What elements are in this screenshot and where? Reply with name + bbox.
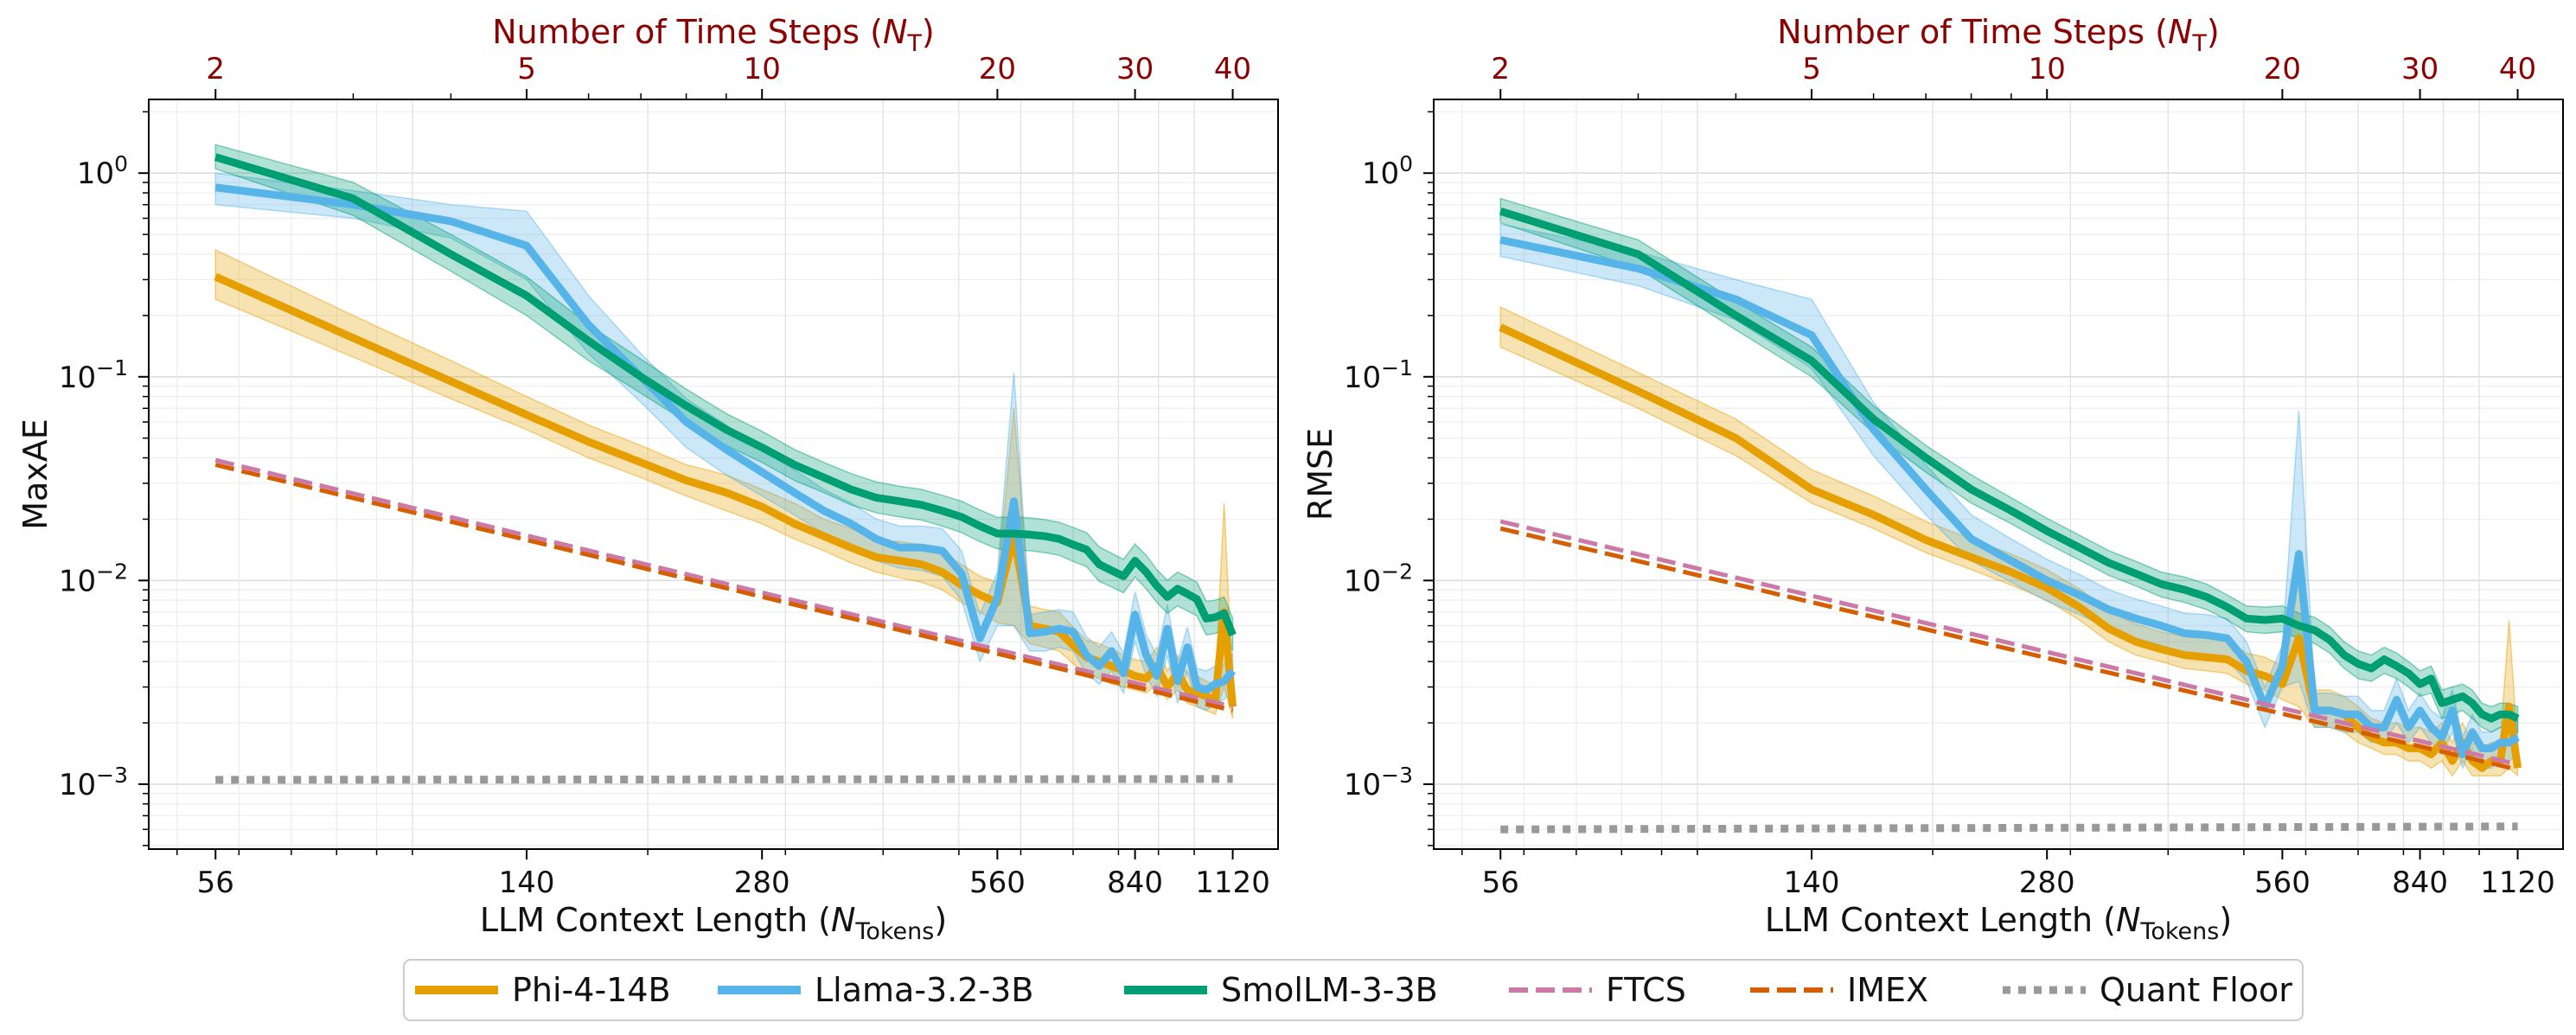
y-axis-title: MaxAE bbox=[16, 418, 54, 530]
legend-label-imex: IMEX bbox=[1847, 971, 1928, 1009]
y-tick-exponent: −3 bbox=[1381, 763, 1413, 788]
y-tick-exponent: −2 bbox=[1381, 559, 1413, 584]
legend-label-phi: Phi-4-14B bbox=[512, 971, 671, 1009]
x-tick-label: 56 bbox=[197, 866, 234, 900]
top-tick-label: 20 bbox=[979, 52, 1016, 86]
rmse-tick-marks bbox=[1423, 89, 2519, 859]
y-tick-label: 100 bbox=[1362, 151, 1413, 191]
x-tick-label: 840 bbox=[1107, 866, 1163, 900]
y-tick-label: 10−2 bbox=[59, 559, 128, 598]
x-tick-label: 1120 bbox=[1195, 866, 1270, 900]
x-tick-label: 140 bbox=[499, 866, 555, 900]
y-tick-exponent: −1 bbox=[1381, 355, 1413, 380]
y-tick-label: 10−3 bbox=[1344, 763, 1413, 802]
line-llama-3-2-3b bbox=[1499, 236, 2520, 758]
rmse-y-tick-labels: 100 10−1 10−2 10−3 bbox=[1344, 151, 1413, 802]
line-quant-floor bbox=[215, 775, 1233, 784]
legend-item-ftcs: FTCS bbox=[1509, 971, 1686, 1009]
y-tick-exponent: −2 bbox=[96, 559, 128, 584]
rmse-x-tick-labels: 56 140 280 560 840 1120 bbox=[1482, 866, 2555, 900]
maxae-x-tick-labels: 56 140 280 560 840 1120 bbox=[197, 866, 1270, 900]
band-smollm-3-3b bbox=[214, 144, 1234, 652]
y-tick-exponent: 0 bbox=[1399, 151, 1413, 176]
line-imex bbox=[214, 463, 1234, 713]
y-tick-label: 10−2 bbox=[1344, 559, 1413, 598]
top-axis-title: Number of Time Steps (NT) bbox=[1777, 13, 2220, 57]
line-imex bbox=[1499, 526, 2519, 772]
x-tick-label: 560 bbox=[969, 866, 1026, 900]
y-tick-label: 10−1 bbox=[1344, 355, 1413, 395]
legend-box bbox=[403, 959, 2304, 1021]
top-axis-title: Number of Time Steps (NT) bbox=[492, 13, 935, 57]
top-tick-label: 30 bbox=[1116, 52, 1154, 86]
top-tick-label: 2 bbox=[1491, 52, 1510, 86]
top-tick-label: 40 bbox=[1214, 52, 1251, 86]
top-tick-label: 10 bbox=[744, 52, 781, 86]
x-tick-label: 280 bbox=[734, 866, 790, 900]
legend: Phi-4-14B Llama-3.2-3B SmolLM-3-3B FTCS … bbox=[403, 959, 2304, 1021]
legend-item-quant-floor: Quant Floor bbox=[2003, 971, 2292, 1009]
y-tick-label: 10−1 bbox=[59, 355, 128, 395]
rmse-grid bbox=[1434, 99, 2563, 849]
line-smollm-3-3b bbox=[214, 153, 1237, 637]
band-smollm-3-3b bbox=[1499, 197, 2519, 734]
top-tick-label: 5 bbox=[1802, 52, 1821, 86]
legend-label-llama: Llama-3.2-3B bbox=[815, 971, 1033, 1009]
band-phi-4-14b bbox=[214, 248, 1234, 719]
maxae-grid bbox=[149, 99, 1278, 849]
rmse-top-tick-labels: 2 5 10 20 30 40 bbox=[1491, 52, 2536, 86]
legend-item-smollm: SmolLM-3-3B bbox=[1124, 971, 1438, 1009]
legend-item-imex: IMEX bbox=[1750, 971, 1928, 1009]
y-tick-exponent: −3 bbox=[96, 763, 128, 788]
legend-item-phi: Phi-4-14B bbox=[415, 971, 671, 1009]
x-tick-label: 840 bbox=[2392, 866, 2448, 900]
legend-item-llama: Llama-3.2-3B bbox=[718, 971, 1033, 1009]
line-ftcs bbox=[1499, 519, 2519, 767]
top-tick-label: 30 bbox=[2401, 52, 2439, 86]
y-tick-exponent: −1 bbox=[96, 355, 128, 380]
rmse-chart-panel: 56 140 280 560 840 1120 2 5 10 20 30 40 … bbox=[1301, 13, 2564, 945]
top-tick-label: 10 bbox=[2029, 52, 2066, 86]
legend-label-smollm: SmolLM-3-3B bbox=[1221, 971, 1438, 1009]
x-tick-label: 1120 bbox=[2480, 866, 2555, 900]
line-quant-floor bbox=[1500, 822, 2518, 834]
x-tick-label: 56 bbox=[1482, 866, 1519, 900]
top-tick-label: 40 bbox=[2499, 52, 2536, 86]
maxae-tick-marks bbox=[138, 89, 1234, 859]
x-tick-label: 560 bbox=[2254, 866, 2311, 900]
rmse-series-lines bbox=[1499, 208, 2522, 834]
x-axis-title: LLM Context Length (NTokens) bbox=[1765, 901, 2232, 945]
line-llama-3-2-3b bbox=[214, 183, 1237, 694]
x-axis-title: LLM Context Length (NTokens) bbox=[480, 901, 947, 945]
top-tick-label: 20 bbox=[2264, 52, 2301, 86]
maxae-y-tick-labels: 100 10−1 10−2 10−3 bbox=[59, 151, 128, 802]
maxae-plot-frame bbox=[148, 99, 1279, 850]
maxae-series-lines bbox=[214, 153, 1237, 784]
legend-label-quant-floor: Quant Floor bbox=[2100, 971, 2292, 1009]
y-tick-label: 100 bbox=[77, 151, 128, 191]
rmse-plot-frame bbox=[1433, 99, 2564, 850]
y-tick-label: 10−3 bbox=[59, 763, 128, 802]
y-axis-title: RMSE bbox=[1301, 428, 1339, 521]
line-ftcs bbox=[214, 457, 1234, 709]
top-tick-label: 2 bbox=[206, 52, 225, 86]
legend-label-ftcs: FTCS bbox=[1606, 971, 1686, 1009]
x-tick-label: 280 bbox=[2019, 866, 2075, 900]
rmse-confidence-bands bbox=[1499, 197, 2519, 777]
maxae-top-tick-labels: 2 5 10 20 30 40 bbox=[206, 52, 1251, 86]
top-tick-label: 5 bbox=[517, 52, 536, 86]
maxae-chart-panel: 56 140 280 560 840 1120 2 5 10 20 30 40 … bbox=[16, 13, 1279, 945]
line-smollm-3-3b bbox=[1499, 208, 2520, 723]
x-tick-label: 140 bbox=[1784, 866, 1840, 900]
y-tick-exponent: 0 bbox=[114, 151, 128, 176]
